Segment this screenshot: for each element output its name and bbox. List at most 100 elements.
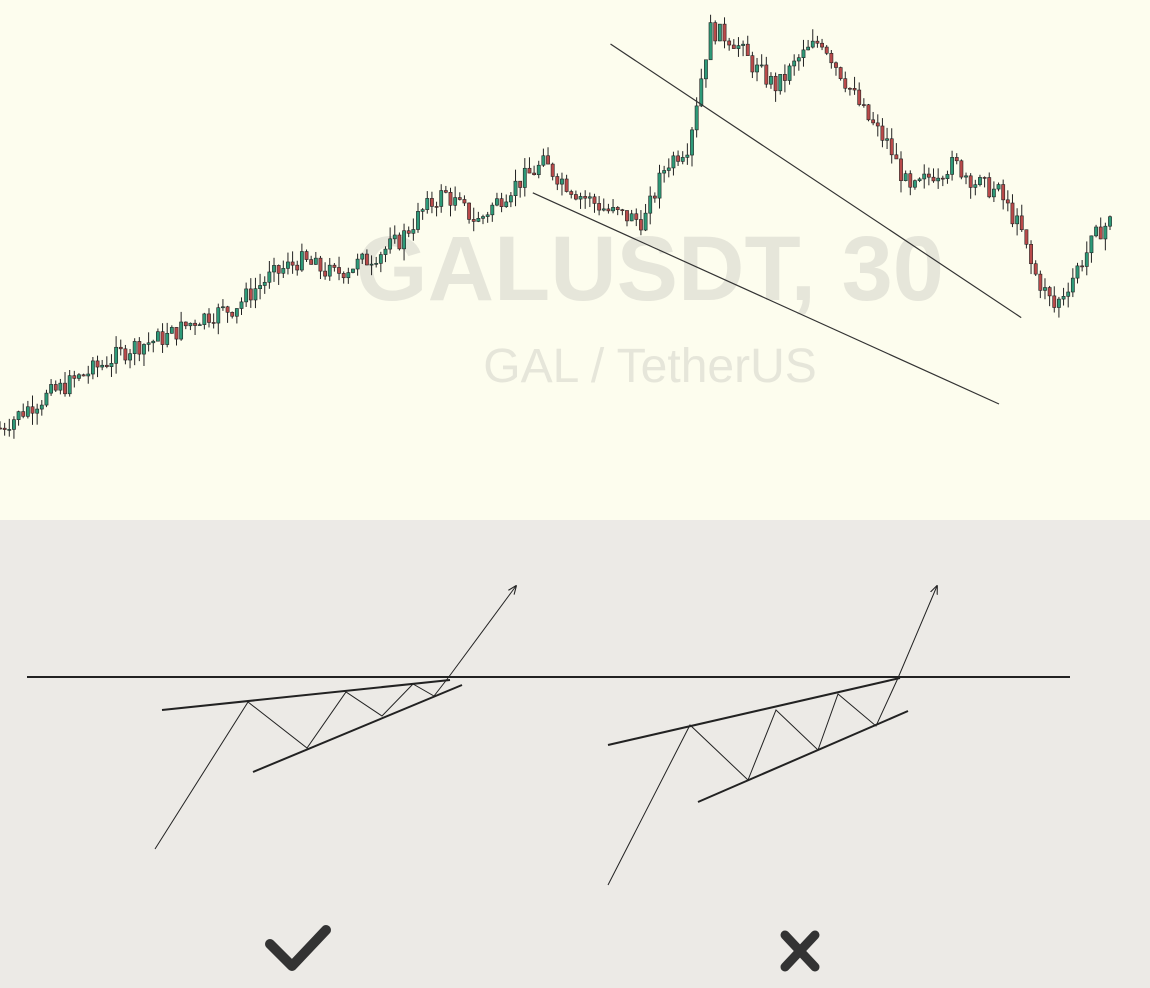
left-upper-trendline bbox=[161, 679, 451, 711]
candle-body bbox=[722, 23, 727, 42]
candle-body bbox=[221, 306, 225, 309]
candle-body bbox=[861, 104, 866, 106]
candle-body bbox=[425, 198, 430, 210]
candle-body bbox=[824, 46, 829, 54]
candle-body bbox=[1024, 229, 1029, 245]
candle-body bbox=[114, 346, 119, 364]
candle-body bbox=[611, 207, 615, 212]
candle-body bbox=[109, 363, 114, 367]
candle-body bbox=[313, 257, 318, 265]
candle-body bbox=[234, 308, 239, 317]
candle-body bbox=[736, 45, 741, 49]
candle-body bbox=[936, 177, 941, 182]
candle-body bbox=[462, 199, 467, 204]
candle-body bbox=[587, 196, 592, 199]
candle-body bbox=[894, 154, 899, 160]
candle-body bbox=[973, 184, 978, 188]
candle-body bbox=[569, 191, 574, 195]
candle-body bbox=[309, 259, 314, 265]
candle-body bbox=[508, 195, 513, 203]
candle-body bbox=[601, 208, 606, 211]
candle-body bbox=[885, 138, 889, 141]
candle-body bbox=[118, 346, 123, 350]
candle-body bbox=[708, 22, 713, 61]
candle-body bbox=[272, 265, 276, 273]
candle-body bbox=[295, 264, 300, 271]
candle-body bbox=[889, 138, 894, 156]
candle-body bbox=[378, 254, 383, 264]
candle-body bbox=[341, 273, 346, 279]
candle-body bbox=[290, 261, 295, 266]
candle-body bbox=[160, 331, 165, 345]
candle-body bbox=[374, 263, 379, 265]
candle-body bbox=[806, 46, 811, 51]
candle-body bbox=[156, 331, 160, 342]
candle-body bbox=[416, 211, 420, 230]
candle-body bbox=[30, 406, 35, 414]
candle-body bbox=[815, 40, 820, 44]
candle-body bbox=[471, 219, 476, 222]
check-mark-icon bbox=[265, 925, 331, 971]
candle-body bbox=[782, 74, 787, 81]
candle-body bbox=[137, 341, 142, 355]
candle-body bbox=[606, 208, 611, 212]
candle-body bbox=[53, 384, 58, 391]
candle-body bbox=[25, 406, 30, 417]
candle-body bbox=[917, 178, 922, 181]
candle-body bbox=[745, 43, 750, 56]
candle-body bbox=[499, 198, 504, 207]
candle-body bbox=[950, 157, 954, 175]
candle-body bbox=[225, 306, 230, 313]
candle-body bbox=[165, 333, 170, 345]
candle-body bbox=[430, 198, 434, 207]
candle-body bbox=[532, 172, 537, 176]
candle-body bbox=[643, 212, 648, 231]
candle-body bbox=[1047, 287, 1052, 297]
candle-body bbox=[383, 248, 388, 255]
candle-body bbox=[597, 203, 602, 211]
candle-body bbox=[183, 321, 188, 327]
candle-body bbox=[834, 62, 838, 68]
candle-body bbox=[369, 263, 374, 266]
candle-body bbox=[1070, 277, 1075, 293]
candle-body bbox=[1108, 216, 1112, 227]
candle-body bbox=[1005, 199, 1010, 204]
candle-body bbox=[355, 258, 360, 270]
candle-body bbox=[211, 322, 216, 324]
candle-body bbox=[1103, 225, 1108, 240]
chart-background bbox=[0, 0, 1150, 520]
watermark-name: GAL / TetherUS bbox=[483, 340, 817, 393]
candle-body bbox=[411, 229, 416, 234]
candle-body bbox=[495, 198, 499, 206]
candle-body bbox=[504, 201, 509, 207]
candle-body bbox=[332, 264, 337, 268]
candle-body bbox=[959, 160, 964, 178]
candle-body bbox=[104, 364, 109, 367]
candle-body bbox=[258, 285, 262, 290]
candle-body bbox=[648, 195, 653, 214]
candle-body bbox=[968, 175, 973, 188]
candle-body bbox=[550, 163, 555, 177]
candle-body bbox=[964, 175, 968, 178]
candle-body bbox=[67, 375, 72, 395]
right-pattern bbox=[607, 586, 937, 886]
candle-body bbox=[578, 196, 583, 200]
candle-body bbox=[49, 384, 53, 394]
left-pattern bbox=[154, 586, 516, 850]
candles-group bbox=[0, 14, 1112, 439]
candle-body bbox=[1066, 291, 1071, 297]
candle-body bbox=[625, 210, 629, 222]
candle-body bbox=[197, 324, 202, 326]
candle-body bbox=[926, 173, 931, 178]
candle-body bbox=[690, 129, 694, 156]
candle-body bbox=[652, 195, 657, 199]
candle-body bbox=[741, 43, 745, 46]
candle-body bbox=[908, 173, 913, 188]
candle-body bbox=[169, 327, 174, 334]
candle-body bbox=[1019, 215, 1024, 231]
candle-body bbox=[351, 268, 355, 273]
candle-body bbox=[657, 172, 662, 199]
candle-body bbox=[810, 40, 815, 48]
candle-body bbox=[1057, 298, 1061, 308]
candle-body bbox=[848, 87, 852, 90]
